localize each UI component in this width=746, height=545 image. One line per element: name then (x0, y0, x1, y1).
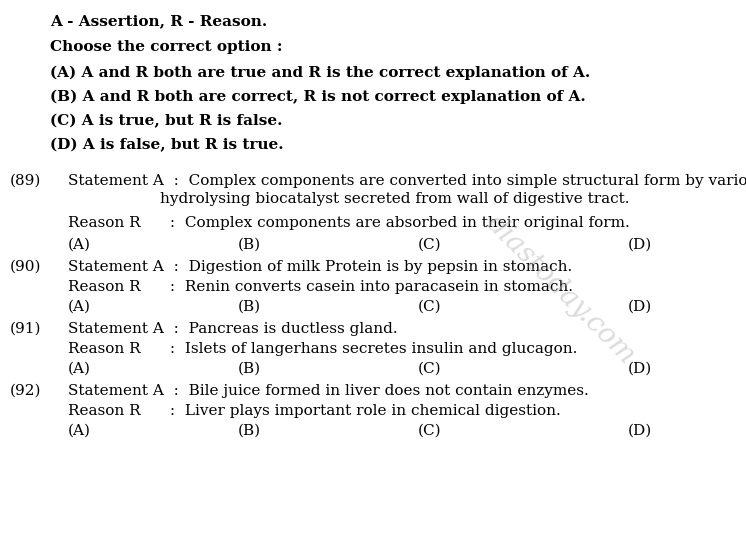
Text: (A): (A) (68, 362, 91, 376)
Text: diastoday.com: diastoday.com (480, 210, 640, 370)
Text: (B): (B) (238, 238, 261, 252)
Text: (B): (B) (238, 362, 261, 376)
Text: (A) A and R both are true and R is the correct explanation of A.: (A) A and R both are true and R is the c… (50, 66, 590, 81)
Text: (C) A is true, but R is false.: (C) A is true, but R is false. (50, 114, 283, 128)
Text: Reason R      :  Liver plays important role in chemical digestion.: Reason R : Liver plays important role in… (68, 404, 561, 418)
Text: Statement A  :  Digestion of milk Protein is by pepsin in stomach.: Statement A : Digestion of milk Protein … (68, 260, 572, 274)
Text: hydrolysing biocatalyst secreted from wall of digestive tract.: hydrolysing biocatalyst secreted from wa… (160, 192, 630, 206)
Text: (92): (92) (10, 384, 42, 398)
Text: (C): (C) (418, 238, 442, 252)
Text: A - Assertion, R - Reason.: A - Assertion, R - Reason. (50, 14, 267, 28)
Text: Statement A  :  Complex components are converted into simple structural form by : Statement A : Complex components are con… (68, 174, 746, 188)
Text: (D): (D) (628, 300, 652, 314)
Text: (A): (A) (68, 424, 91, 438)
Text: Choose the correct option :: Choose the correct option : (50, 40, 283, 54)
Text: Reason R      :  Islets of langerhans secretes insulin and glucagon.: Reason R : Islets of langerhans secretes… (68, 342, 577, 356)
Text: (89): (89) (10, 174, 41, 188)
Text: (90): (90) (10, 260, 42, 274)
Text: (C): (C) (418, 362, 442, 376)
Text: Statement A  :  Pancreas is ductless gland.: Statement A : Pancreas is ductless gland… (68, 322, 398, 336)
Text: (D): (D) (628, 238, 652, 252)
Text: (A): (A) (68, 238, 91, 252)
Text: Reason R      :  Renin converts casein into paracasein in stomach.: Reason R : Renin converts casein into pa… (68, 280, 573, 294)
Text: (B): (B) (238, 424, 261, 438)
Text: (D) A is false, but R is true.: (D) A is false, but R is true. (50, 138, 283, 152)
Text: (D): (D) (628, 424, 652, 438)
Text: (B) A and R both are correct, R is not correct explanation of A.: (B) A and R both are correct, R is not c… (50, 90, 586, 105)
Text: (B): (B) (238, 300, 261, 314)
Text: Statement A  :  Bile juice formed in liver does not contain enzymes.: Statement A : Bile juice formed in liver… (68, 384, 589, 398)
Text: (C): (C) (418, 424, 442, 438)
Text: (D): (D) (628, 362, 652, 376)
Text: (C): (C) (418, 300, 442, 314)
Text: (A): (A) (68, 300, 91, 314)
Text: (91): (91) (10, 322, 42, 336)
Text: Reason R      :  Complex components are absorbed in their original form.: Reason R : Complex components are absorb… (68, 216, 630, 230)
